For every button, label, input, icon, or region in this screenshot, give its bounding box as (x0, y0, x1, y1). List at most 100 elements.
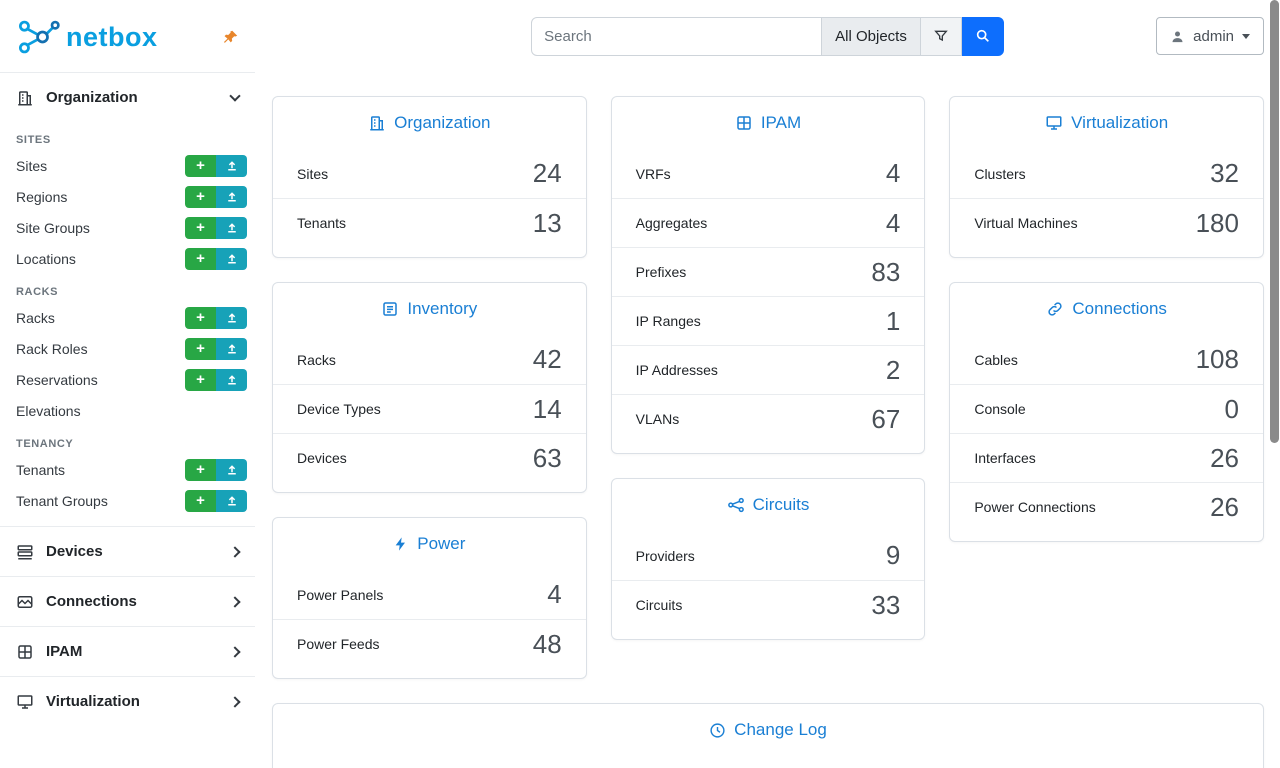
stat-label[interactable]: Prefixes (635, 264, 687, 280)
card-title-text: Inventory (407, 299, 478, 318)
card-title-text: Change Log (734, 720, 827, 739)
sidebar-link[interactable]: Sites (16, 157, 48, 174)
card-organization: Organization Sites 24 Tenants 13 (272, 96, 587, 258)
add-button[interactable]: + (185, 216, 216, 239)
history-icon (709, 722, 726, 739)
stat-value: 67 (871, 403, 901, 434)
import-button[interactable] (216, 458, 247, 481)
stat-label[interactable]: Tenants (297, 215, 347, 231)
import-button[interactable] (216, 368, 247, 391)
import-button[interactable] (216, 216, 247, 239)
sidebar-link[interactable]: Rack Roles (16, 340, 88, 357)
sidebar-section-label: Devices (46, 543, 103, 560)
server-icon (16, 543, 34, 561)
import-button[interactable] (216, 337, 247, 360)
add-button[interactable]: + (185, 458, 216, 481)
sidebar-link[interactable]: Locations (16, 250, 76, 267)
stat-value: 83 (871, 256, 901, 287)
netbox-logo[interactable]: netbox (16, 18, 158, 56)
stat-label[interactable]: Power Panels (297, 586, 384, 603)
filter-button[interactable] (920, 16, 962, 56)
stat-label[interactable]: Device Types (297, 401, 381, 417)
sidebar-item-locations: Locations + (0, 243, 255, 274)
sidebar-section-label: Organization (46, 89, 138, 106)
add-button[interactable]: + (185, 154, 216, 177)
stat-label[interactable]: Power Feeds (297, 636, 380, 652)
sidebar-link[interactable]: Site Groups (16, 219, 90, 236)
search-button[interactable] (961, 16, 1004, 56)
sidebar-section-devices[interactable]: Devices (0, 526, 255, 576)
sidebar-item-rack-roles: Rack Roles + (0, 333, 255, 364)
stat-label[interactable]: Racks (297, 351, 336, 368)
stat-label[interactable]: Cables (974, 351, 1018, 368)
stat-label[interactable]: Console (974, 401, 1026, 417)
stat-label[interactable]: Sites (297, 165, 329, 182)
brand-area: netbox (0, 0, 255, 72)
import-button[interactable] (216, 154, 247, 177)
sidebar-link[interactable]: Tenant Groups (16, 492, 108, 509)
card-header: IPAM (612, 97, 925, 149)
stat-label[interactable]: Power Connections (974, 499, 1096, 515)
sidebar-item-regions: Regions + (0, 181, 255, 212)
stat-row: Aggregates 4 (611, 198, 925, 247)
card-title-text: Organization (394, 113, 491, 132)
sidebar-section-ipam[interactable]: IPAM (0, 626, 255, 676)
stat-label[interactable]: Providers (635, 547, 695, 564)
stat-label[interactable]: Interfaces (974, 450, 1036, 466)
stat-label[interactable]: VRFs (635, 165, 671, 182)
stat-row: Cables 108 (950, 335, 1263, 384)
sidebar-link[interactable]: Reservations (16, 371, 98, 388)
add-button[interactable]: + (185, 337, 216, 360)
stat-label[interactable]: Virtual Machines (974, 215, 1078, 231)
stat-value: 9 (885, 540, 901, 570)
card-title-text: Virtualization (1071, 113, 1169, 132)
stat-value: 63 (532, 442, 562, 473)
sidebar-section-organization[interactable]: Organization (0, 72, 255, 122)
vertical-scrollbar[interactable] (1270, 0, 1279, 443)
card-header: Organization (273, 97, 586, 149)
add-button[interactable]: + (185, 489, 216, 512)
nodes-icon (727, 496, 745, 514)
sidebar-item-site-groups: Site Groups + (0, 212, 255, 243)
card-title-text: Connections (1072, 299, 1167, 318)
card-title-text: Power (417, 534, 466, 553)
stat-row: Console 0 (950, 384, 1263, 433)
stat-label[interactable]: Aggregates (635, 215, 708, 231)
stat-label[interactable]: VLANs (635, 411, 680, 427)
stat-value: 4 (885, 158, 901, 188)
chevron-down-icon (229, 89, 241, 102)
sidebar-section-connections[interactable]: Connections (0, 576, 255, 626)
stat-label[interactable]: IP Addresses (635, 362, 718, 378)
card-ipam: IPAM VRFs 4 Aggregates 4 Prefixes 83 (610, 96, 926, 454)
user-icon (1172, 31, 1183, 42)
add-button[interactable]: + (185, 185, 216, 208)
card-circuits: Circuits Providers 9 Circuits 33 (610, 478, 926, 640)
sidebar-link[interactable]: Regions (16, 188, 68, 205)
import-button[interactable] (216, 306, 247, 329)
user-menu-button[interactable]: admin (1156, 17, 1264, 55)
stat-row: Providers 9 (612, 531, 925, 580)
add-button[interactable]: + (185, 368, 216, 391)
stat-label[interactable]: Devices (297, 450, 347, 466)
stat-label[interactable]: Clusters (974, 165, 1026, 182)
search-input[interactable] (531, 16, 823, 56)
sidebar-link[interactable]: Elevations (16, 402, 81, 419)
card-header: Connections (950, 283, 1263, 335)
stat-value: 180 (1195, 207, 1239, 238)
import-button[interactable] (216, 489, 247, 512)
stat-label[interactable]: IP Ranges (635, 313, 701, 329)
stat-label[interactable]: Circuits (635, 597, 683, 613)
sidebar-link[interactable]: Racks (16, 309, 55, 326)
sidebar-section-virtualization[interactable]: Virtualization (0, 676, 255, 726)
sidebar-section-label: Connections (46, 593, 137, 610)
sidebar-link[interactable]: Tenants (16, 461, 66, 478)
group-heading-tenancy: TENANCY (16, 438, 74, 450)
object-type-dropdown[interactable]: All Objects (822, 16, 921, 56)
add-button[interactable]: + (185, 247, 216, 270)
add-button[interactable]: + (185, 306, 216, 329)
import-button[interactable] (216, 247, 247, 270)
user-name: admin (1193, 27, 1234, 45)
monitor-icon (1045, 114, 1063, 132)
pin-icon[interactable] (222, 29, 239, 46)
import-button[interactable] (216, 185, 247, 208)
